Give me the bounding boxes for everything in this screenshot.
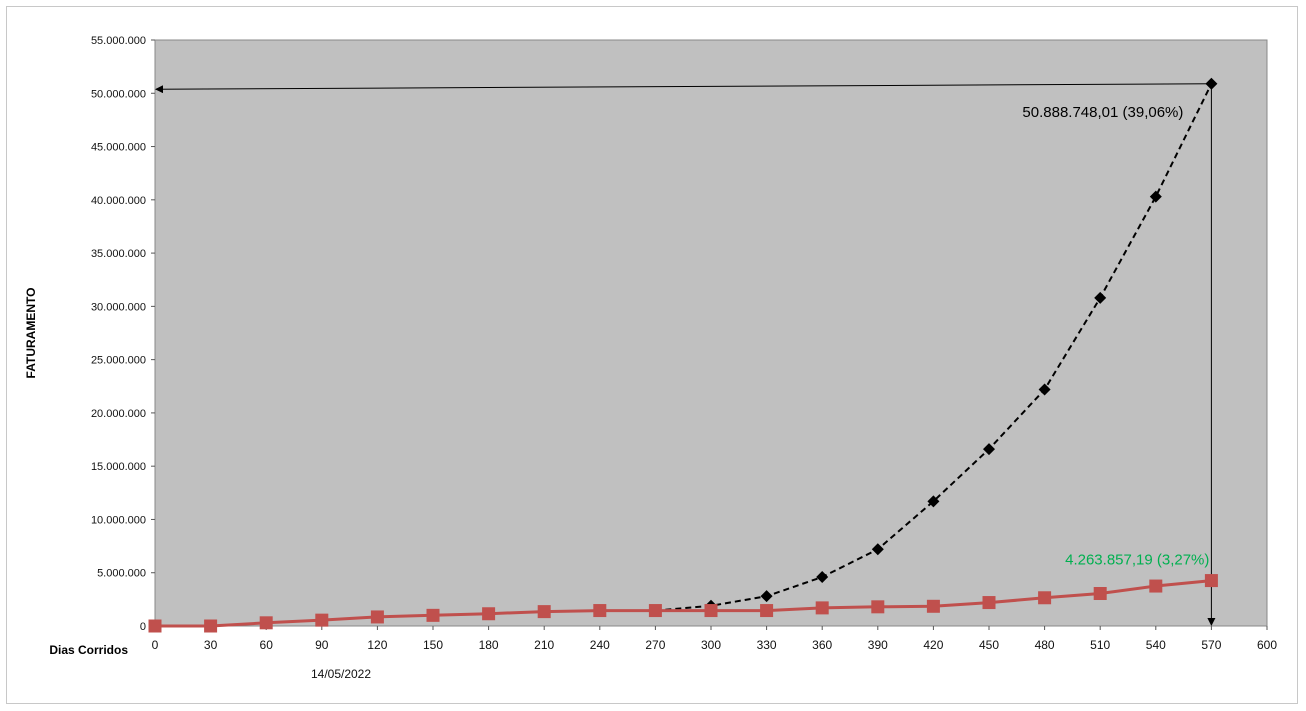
series-1-point (704, 604, 718, 618)
series-1-point (982, 596, 996, 610)
x-tick-label: 390 (868, 638, 888, 652)
series-line-1 (155, 579, 1212, 628)
y-tick-label: 10.000.000 (91, 514, 146, 526)
series-0-point (1149, 190, 1162, 203)
x-tick-label: 420 (923, 638, 943, 652)
x-date-annotation: 14/05/2022 (311, 667, 371, 681)
series-0-point (816, 570, 829, 583)
value-guides (155, 83, 1216, 626)
series-0-point (1094, 291, 1107, 304)
series-1-point (315, 613, 329, 627)
y-tick-label: 20.000.000 (91, 408, 146, 420)
x-tick-label: 60 (260, 638, 274, 652)
x-tick-label: 600 (1257, 638, 1277, 652)
annotation-top-value: 50.888.748,01 (39,06%) (1022, 104, 1183, 121)
x-tick-label: 270 (645, 638, 665, 652)
series-1-point (204, 619, 218, 633)
plot-area (154, 39, 1268, 627)
series-1-point (370, 610, 384, 624)
x-tick-label: 120 (367, 638, 387, 652)
series-1-point (426, 608, 440, 622)
series-0-point (760, 590, 773, 603)
y-tick-label: 15.000.000 (91, 461, 146, 473)
x-tick-label: 570 (1201, 638, 1221, 652)
series-1-point (537, 605, 551, 619)
y-tick-label: 50.000.000 (91, 88, 146, 100)
x-tick-label: 510 (1090, 638, 1110, 652)
x-tick-label: 30 (204, 638, 218, 652)
series-1-point (148, 619, 162, 633)
x-tick-label: 240 (590, 638, 610, 652)
x-tick-label: 360 (812, 638, 832, 652)
x-tick-label: 540 (1146, 638, 1166, 652)
series-0-point (1205, 77, 1218, 90)
series-0-point (1038, 383, 1051, 396)
y-tick-label: 55.000.000 (91, 35, 146, 47)
y-tick-label: 5.000.000 (97, 568, 146, 580)
series-1-point (926, 599, 940, 613)
series-1-point (648, 604, 662, 618)
y-tick-label: 35.000.000 (91, 248, 146, 260)
x-tick-label: 210 (534, 638, 554, 652)
series-0-point (871, 543, 884, 556)
x-tick-label: 180 (479, 638, 499, 652)
series-1-point (760, 604, 774, 618)
y-tick-label: 30.000.000 (91, 301, 146, 313)
x-tick-label: 150 (423, 638, 443, 652)
x-axis-title: Dias Corridos (49, 643, 128, 657)
series-1-point (815, 601, 829, 615)
horizontal-guide-arrow (155, 83, 1212, 94)
series-1-point (482, 607, 496, 621)
series-0-point (983, 443, 995, 456)
y-tick-label: 40.000.000 (91, 195, 146, 207)
annotation-bottom-value: 4.263.857,19 (3,27%) (1065, 552, 1209, 569)
series-group (148, 77, 1218, 633)
x-tick-label: 0 (152, 638, 159, 652)
series-1-point (1204, 574, 1218, 588)
series-1-point (1149, 579, 1163, 593)
series-1-point (593, 604, 607, 618)
y-tick-label: 0 (140, 621, 146, 633)
series-1-point (1038, 591, 1052, 605)
series-1-point (1093, 587, 1107, 601)
x-tick-label: 480 (1035, 638, 1055, 652)
x-axis: 0 30 60 90 120 150 180 210 240 270 300 330 360 390 420… (152, 626, 1277, 652)
y-tick-label: 25.000.000 (91, 355, 146, 367)
y-tick-label: 45.000.000 (91, 142, 146, 154)
y-axis: 0 5.000.000 10.000.000 15.000.000 20.000.000… (91, 35, 155, 633)
x-tick-label: 330 (757, 638, 777, 652)
x-tick-label: 450 (979, 638, 999, 652)
series-1-point (871, 600, 885, 614)
series-line-0 (655, 83, 1213, 612)
series-1-point (259, 616, 273, 630)
x-tick-label: 300 (701, 638, 721, 652)
series-0-point (927, 495, 940, 508)
x-tick-label: 90 (315, 638, 329, 652)
y-axis-title: FATURAMENTO (24, 288, 38, 379)
